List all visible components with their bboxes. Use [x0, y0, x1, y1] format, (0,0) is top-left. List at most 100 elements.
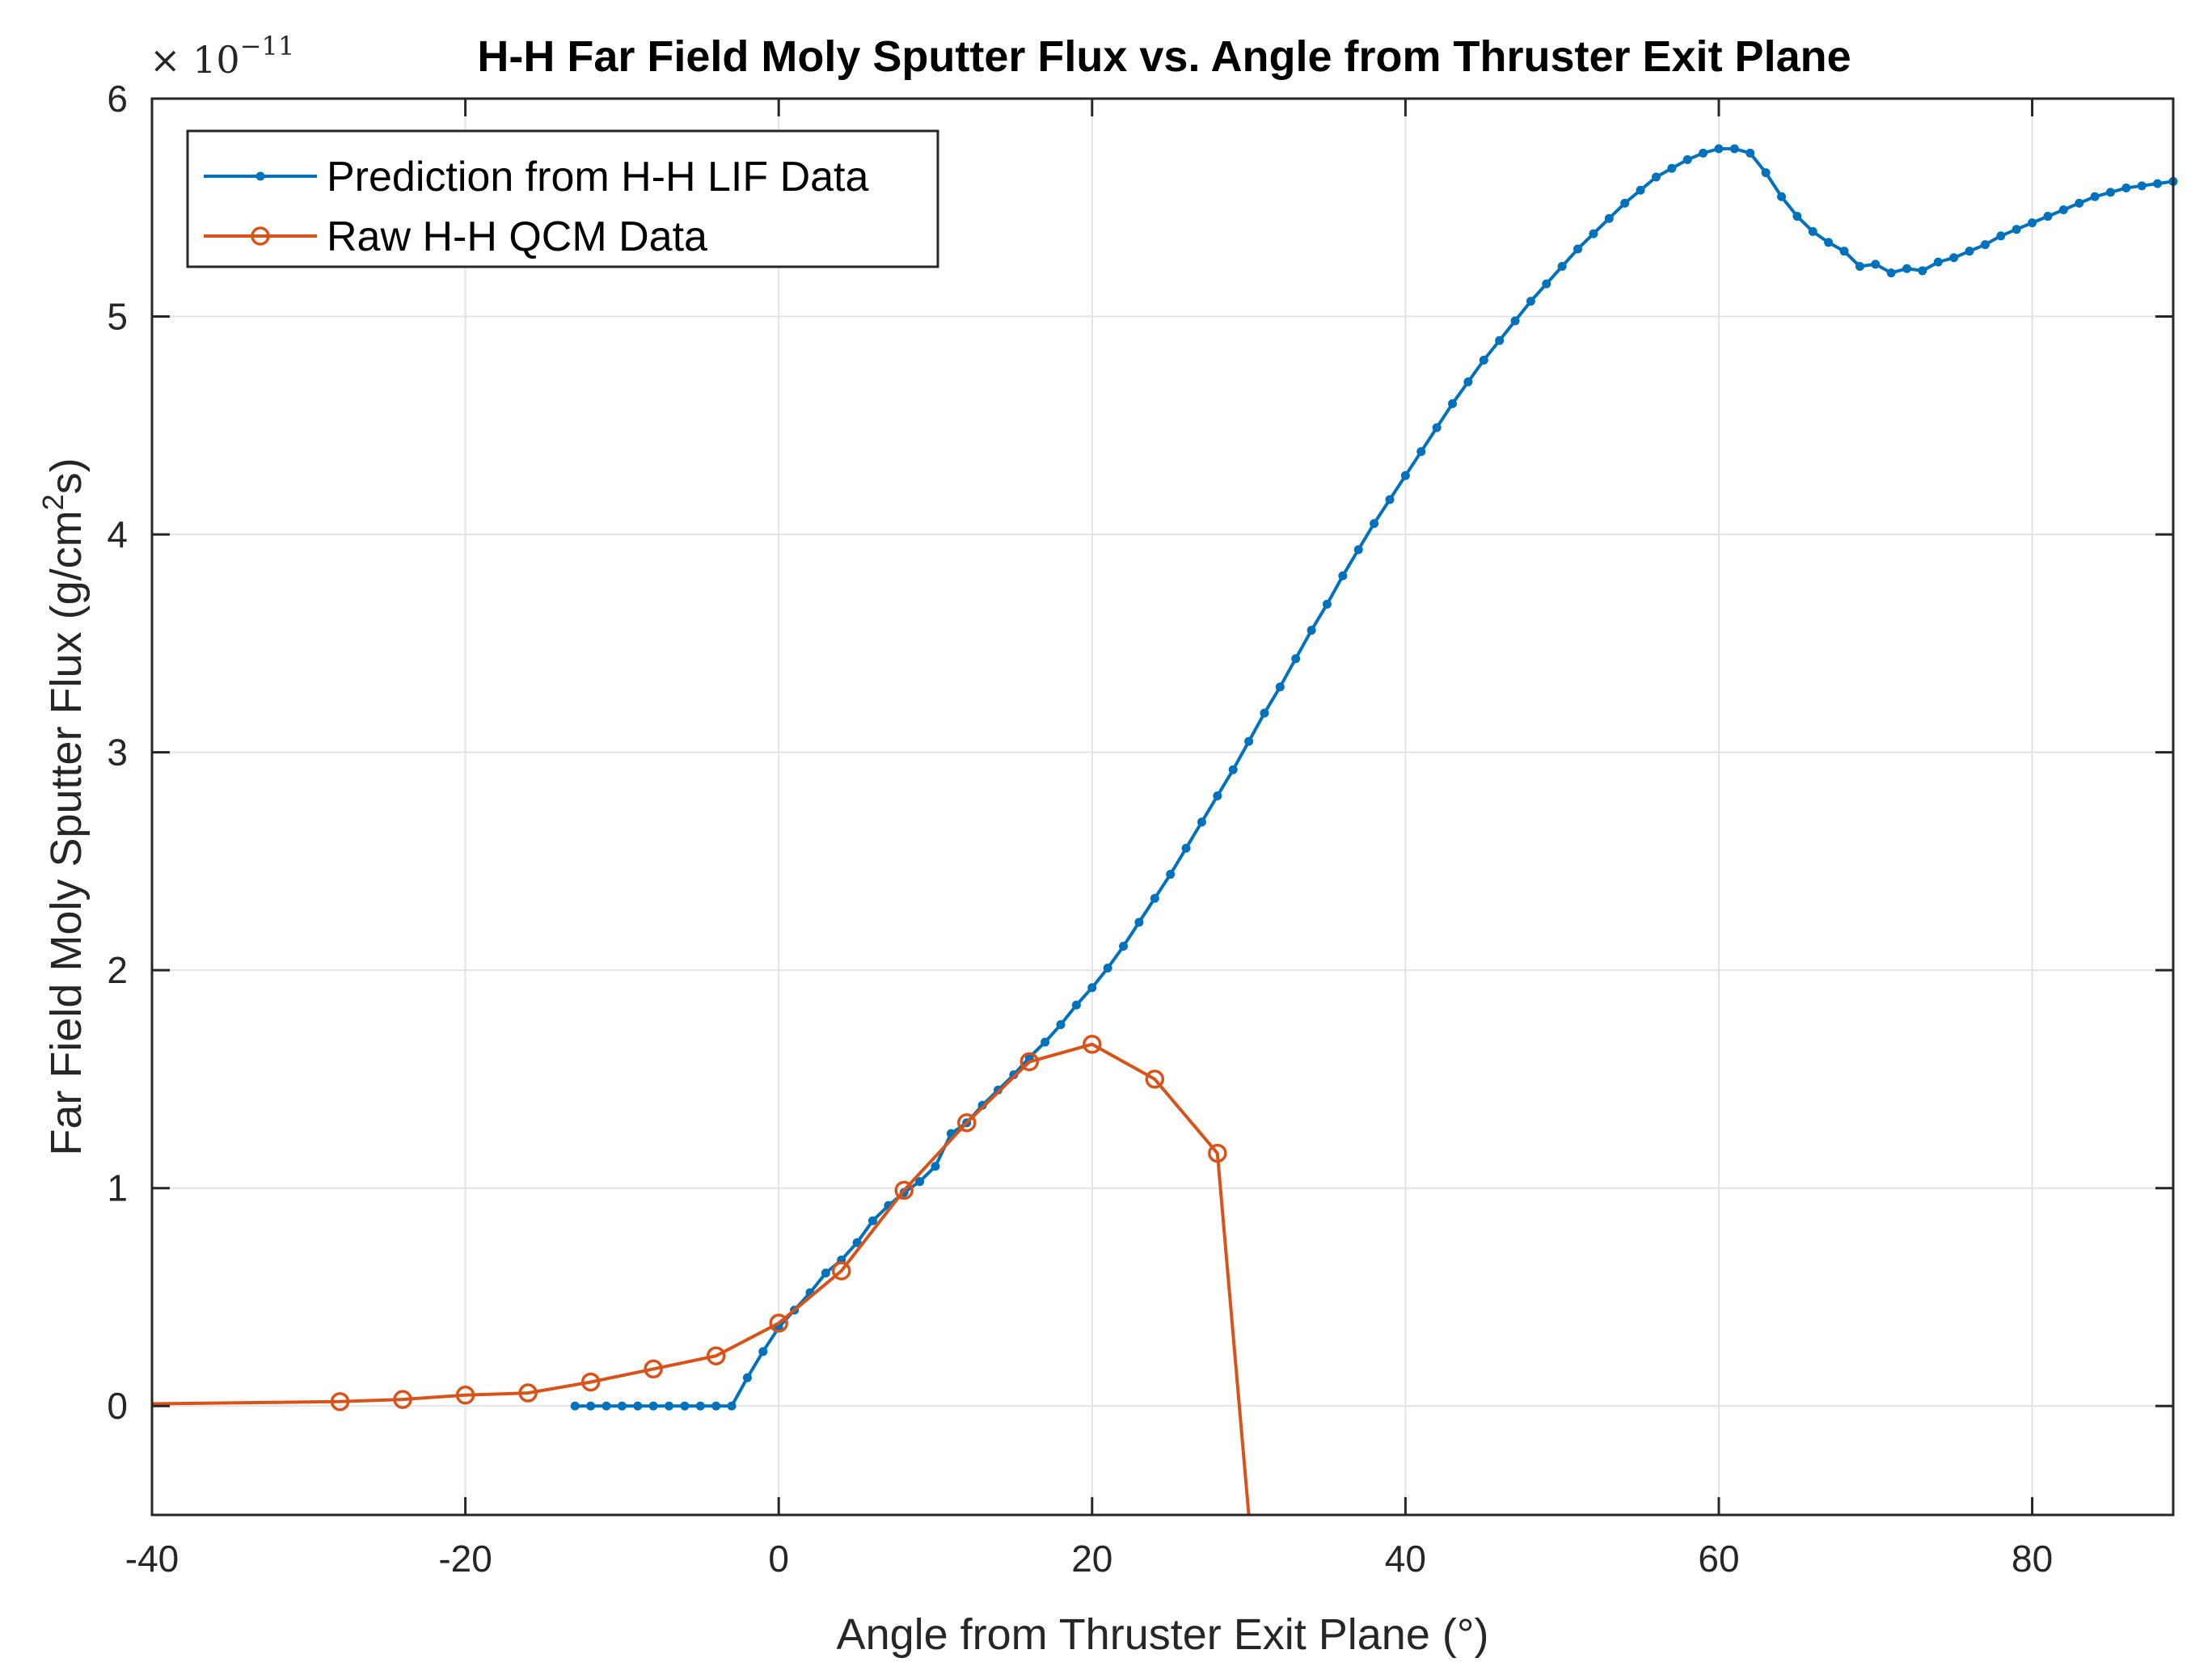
data-point — [1996, 231, 2006, 241]
data-point — [1145, 1070, 1165, 1089]
data-point — [633, 1401, 643, 1411]
data-point — [1526, 297, 1535, 306]
data-point — [711, 1401, 721, 1411]
data-point — [1682, 154, 1692, 164]
data-point — [1291, 654, 1301, 664]
data-point — [1338, 571, 1348, 580]
legend-label-prediction: Prediction from H-H LIF Data — [327, 154, 868, 200]
data-point — [580, 1372, 601, 1392]
series-prediction — [570, 144, 2178, 1411]
series-line — [575, 147, 2174, 1408]
data-point — [852, 1238, 862, 1247]
data-point — [2105, 188, 2115, 197]
data-point — [957, 1113, 977, 1133]
grid-lines — [151, 98, 2173, 1515]
plot-frame — [150, 97, 2175, 1517]
data-point — [1181, 843, 1191, 853]
data-point — [1761, 168, 1771, 178]
data-point — [1824, 238, 1834, 247]
x-tick-label: 40 — [1385, 1538, 1426, 1580]
data-point — [1087, 983, 1097, 993]
x-tick-label: 20 — [1071, 1538, 1112, 1580]
data-point — [867, 1216, 877, 1226]
y-tick-label: 5 — [107, 296, 128, 338]
data-point — [1448, 399, 1458, 408]
data-point — [1307, 626, 1316, 635]
data-point — [2090, 192, 2100, 201]
data-point — [1244, 736, 1254, 746]
data-point — [1871, 259, 1881, 269]
x-tick-label: -20 — [438, 1538, 492, 1580]
data-point — [1792, 212, 1802, 222]
data-point — [1604, 213, 1614, 223]
data-point — [1260, 708, 1269, 718]
y-tick-label: 1 — [107, 1167, 128, 1209]
data-point — [1714, 144, 1724, 154]
data-point — [1150, 893, 1159, 903]
data-point — [2075, 198, 2084, 208]
legend-marker — [251, 226, 270, 246]
legend-marker — [255, 171, 265, 181]
data-point — [1119, 942, 1129, 951]
data-point — [570, 1401, 580, 1411]
data-point — [1228, 765, 1238, 774]
data-point — [1385, 495, 1395, 504]
x-tick-label: -40 — [125, 1538, 179, 1580]
data-point — [1103, 963, 1112, 973]
axis-ticks: -40 -20 0 20 40 60 80 0 1 2 3 4 5 6 — [107, 78, 2173, 1580]
chart-title: H-H Far Field Moly Sputter Flux vs. Angl… — [477, 32, 1851, 81]
data-point — [1166, 870, 1176, 880]
y-multiplier-exponent: −11 — [240, 31, 295, 61]
x-tick-label: 60 — [1698, 1538, 1739, 1580]
data-point — [1208, 1143, 1227, 1163]
legend-entry-raw — [204, 226, 317, 246]
data-point — [742, 1373, 752, 1382]
data-point — [518, 1383, 538, 1403]
data-point — [1463, 377, 1473, 386]
data-point — [665, 1401, 674, 1411]
plot-series — [151, 144, 2178, 1516]
series-raw — [151, 1035, 1251, 1516]
data-point — [648, 1401, 658, 1411]
series-line — [151, 1042, 1251, 1516]
data-point — [1400, 470, 1410, 480]
data-point — [1416, 447, 1426, 457]
y-multiplier-base: × 10 — [150, 38, 240, 82]
data-point — [1729, 144, 1739, 154]
data-point — [1949, 253, 1959, 263]
data-point — [1980, 240, 1990, 250]
data-point — [1083, 1035, 1102, 1054]
data-point — [1808, 226, 1817, 236]
data-point — [455, 1386, 475, 1405]
data-point — [1699, 148, 1708, 158]
data-point — [1197, 817, 1206, 827]
data-point — [758, 1347, 768, 1356]
data-point — [1134, 918, 1144, 927]
data-point — [1056, 1020, 1066, 1030]
data-point — [393, 1390, 412, 1409]
data-point — [1589, 229, 1598, 238]
data-point — [1495, 335, 1505, 345]
data-point — [1213, 791, 1222, 801]
data-point — [602, 1401, 611, 1411]
y-tick-label: 0 — [107, 1385, 128, 1427]
data-point — [695, 1401, 705, 1411]
data-point — [1322, 599, 1332, 609]
data-point — [1557, 262, 1567, 272]
data-point — [330, 1392, 350, 1411]
data-point — [831, 1261, 851, 1281]
y-axis-label-prefix: Far Field Moly Sputter Flux (g/cm — [42, 510, 91, 1155]
data-point — [2121, 184, 2131, 193]
data-point — [2058, 205, 2068, 214]
data-point — [1510, 316, 1520, 326]
data-point — [1041, 1037, 1050, 1047]
data-point — [1746, 148, 1755, 158]
y-axis-label: Far Field Moly Sputter Flux (g/cm2s) — [36, 458, 91, 1155]
data-point — [1019, 1052, 1040, 1072]
data-point — [894, 1180, 914, 1200]
data-point — [1479, 355, 1488, 365]
data-point — [1777, 192, 1787, 201]
data-point — [931, 1162, 940, 1171]
data-point — [644, 1359, 663, 1379]
